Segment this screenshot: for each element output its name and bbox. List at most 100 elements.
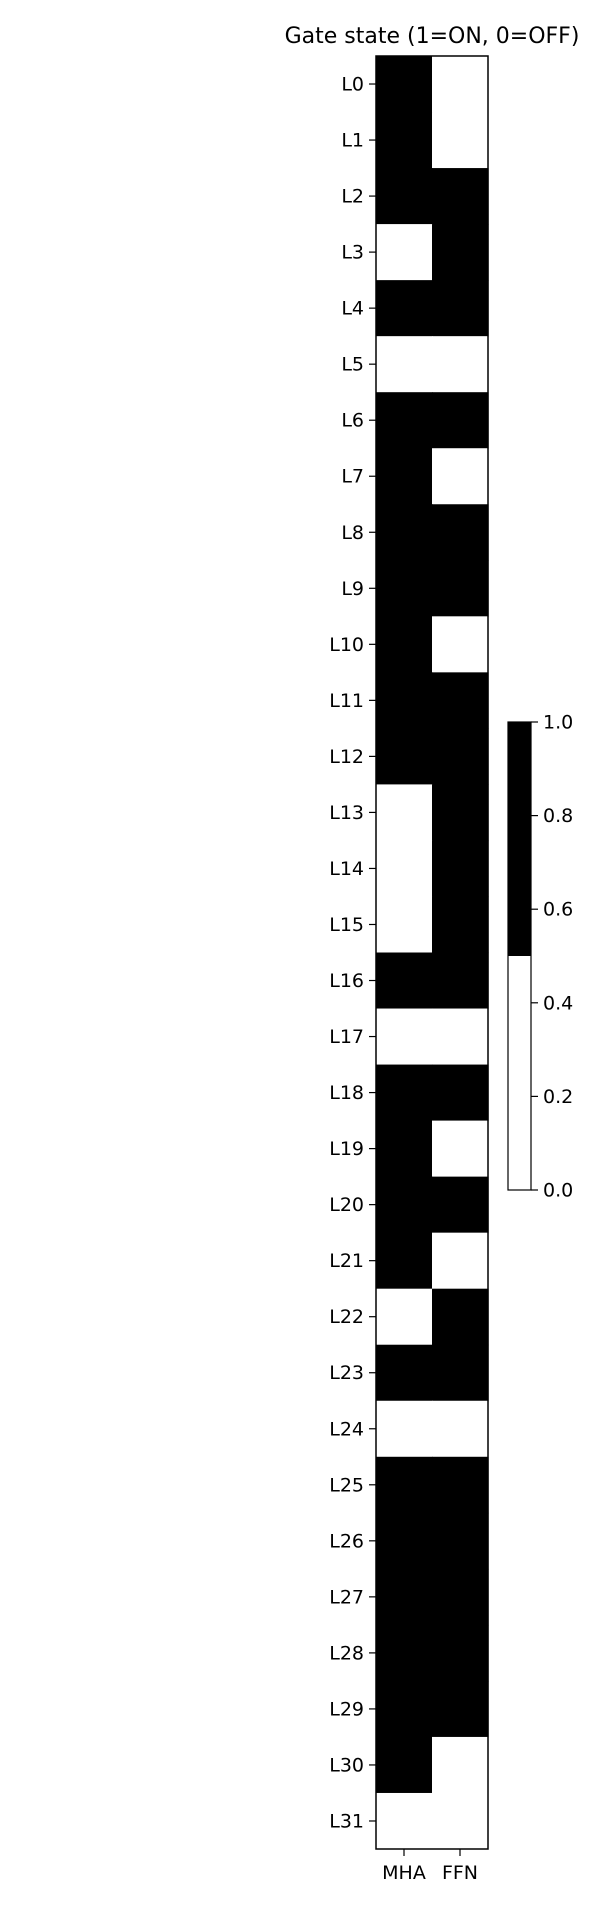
heatmap-cell-l17-ffn <box>432 1008 489 1066</box>
heatmap-cell-l23-mha <box>376 1344 433 1402</box>
y-tick-label: L19 <box>329 1138 364 1160</box>
y-tick-label: L24 <box>329 1418 364 1440</box>
heatmap-cells <box>376 56 489 1850</box>
heatmap-cell-l16-ffn <box>432 952 489 1010</box>
heatmap-cell-l11-mha <box>376 672 433 729</box>
heatmap-cell-l20-ffn <box>432 1176 489 1234</box>
colorbar-off-segment <box>508 956 531 1190</box>
colorbar: 0.0 0.2 0.4 0.6 0.8 1.0 <box>507 712 573 1202</box>
colorbar-tick-label: 0.6 <box>543 899 573 921</box>
heatmap-cell-l5-ffn <box>432 336 489 393</box>
x-tick-label: FFN <box>442 1862 478 1884</box>
colorbar-tick-label: 0.4 <box>543 992 573 1014</box>
y-tick-label: L29 <box>329 1698 364 1720</box>
colorbar-tick-label: 0.0 <box>543 1180 573 1202</box>
colorbar-tick-label: 0.2 <box>543 1086 573 1108</box>
heatmap-cell-l0-mha <box>376 56 433 113</box>
heatmap-cell-l4-mha <box>376 280 433 337</box>
y-tick-label: L22 <box>329 1306 364 1328</box>
y-tick-label: L16 <box>329 970 364 992</box>
y-tick-label: L13 <box>329 802 364 824</box>
heatmap-cell-l30-mha <box>376 1736 433 1794</box>
heatmap-cell-l24-mha <box>376 1400 433 1458</box>
heatmap-cell-l19-ffn <box>432 1120 489 1178</box>
y-tick-label: L27 <box>329 1586 364 1608</box>
colorbar-on-segment <box>508 722 531 956</box>
y-tick-label: L7 <box>341 466 364 488</box>
y-tick-label: L5 <box>341 354 364 376</box>
y-tick-label: L4 <box>341 298 364 320</box>
y-tick-label: L15 <box>329 914 364 936</box>
heatmap-cell-l15-mha <box>376 896 433 954</box>
heatmap-cell-l4-ffn <box>432 280 489 337</box>
y-tick-label: L0 <box>341 74 364 96</box>
heatmap-cell-l11-ffn <box>432 672 489 729</box>
heatmap-cell-l1-ffn <box>432 112 489 169</box>
heatmap-cell-l16-mha <box>376 952 433 1010</box>
y-tick-label: L25 <box>329 1474 364 1496</box>
y-axis-ticks: L0 L1 L2 L3 L4 L5 L6 L7 L8 L9 L10 L11 L12 L13 L14 L15 L1… <box>329 74 376 1832</box>
heatmap-cell-l8-mha <box>376 504 433 561</box>
heatmap-cell-l12-ffn <box>432 728 489 786</box>
heatmap-cell-l27-ffn <box>432 1568 489 1626</box>
heatmap-cell-l9-mha <box>376 560 433 617</box>
y-tick-label: L31 <box>329 1810 364 1832</box>
heatmap-cell-l5-mha <box>376 336 433 393</box>
colorbar-frame <box>507 721 532 1191</box>
heatmap-cell-l3-mha <box>376 224 433 281</box>
colorbar-tick-label: 1.0 <box>543 712 573 734</box>
y-tick-label: L21 <box>329 1250 364 1272</box>
y-tick-label: L11 <box>329 690 364 712</box>
heatmap-cell-l28-mha <box>376 1624 433 1682</box>
y-tick-label: L20 <box>329 1194 364 1216</box>
x-axis-ticks: MHA FFN <box>382 1849 478 1884</box>
heatmap-cell-l14-mha <box>376 840 433 898</box>
heatmap-cell-l31-ffn <box>432 1792 489 1850</box>
heatmap-cell-l22-mha <box>376 1288 433 1346</box>
heatmap-cell-l3-ffn <box>432 224 489 281</box>
heatmap-cell-l26-mha <box>376 1512 433 1570</box>
heatmap-cell-l21-mha <box>376 1232 433 1290</box>
heatmap-cell-l7-ffn <box>432 448 489 505</box>
y-tick-label: L18 <box>329 1082 364 1104</box>
y-tick-label: L28 <box>329 1642 364 1664</box>
heatmap-cell-l0-ffn <box>432 56 489 113</box>
heatmap-cell-l29-mha <box>376 1680 433 1738</box>
chart-title: Gate state (1=ON, 0=OFF) <box>285 24 580 49</box>
y-tick-label: L8 <box>341 522 364 544</box>
y-tick-label: L17 <box>329 1026 364 1048</box>
heatmap-cell-l17-mha <box>376 1008 433 1066</box>
y-tick-label: L6 <box>341 410 364 432</box>
y-tick-label: L1 <box>341 130 364 152</box>
heatmap-cell-l26-ffn <box>432 1512 489 1570</box>
y-tick-label: L23 <box>329 1362 364 1384</box>
heatmap-cell-l21-ffn <box>432 1232 489 1290</box>
heatmap-cell-l12-mha <box>376 728 433 786</box>
y-tick-label: L3 <box>341 242 364 264</box>
heatmap-cell-l29-ffn <box>432 1680 489 1738</box>
plot-frame <box>375 55 489 1850</box>
heatmap-cell-l10-ffn <box>432 616 489 673</box>
y-tick-label: L2 <box>341 186 364 208</box>
heatmap-cell-l2-mha <box>376 168 433 225</box>
heatmap-cell-l6-ffn <box>432 392 489 449</box>
y-tick-label: L9 <box>341 578 364 600</box>
heatmap-cell-l13-ffn <box>432 784 489 842</box>
heatmap-cell-l25-mha <box>376 1456 433 1514</box>
y-tick-label: L30 <box>329 1754 364 1776</box>
y-tick-label: L10 <box>329 634 364 656</box>
colorbar-tick-label: 0.8 <box>543 805 573 827</box>
y-tick-label: L14 <box>329 858 364 880</box>
x-tick-label: MHA <box>382 1862 426 1884</box>
heatmap-cell-l25-ffn <box>432 1456 489 1514</box>
y-tick-label: L26 <box>329 1530 364 1552</box>
heatmap-cell-l10-mha <box>376 616 433 673</box>
heatmap-cell-l1-mha <box>376 112 433 169</box>
heatmap-cell-l13-mha <box>376 784 433 842</box>
heatmap-cell-l18-mha <box>376 1064 433 1122</box>
heatmap-cell-l9-ffn <box>432 560 489 617</box>
heatmap-cell-l31-mha <box>376 1792 433 1850</box>
heatmap-cell-l19-mha <box>376 1120 433 1178</box>
heatmap-cell-l20-mha <box>376 1176 433 1234</box>
